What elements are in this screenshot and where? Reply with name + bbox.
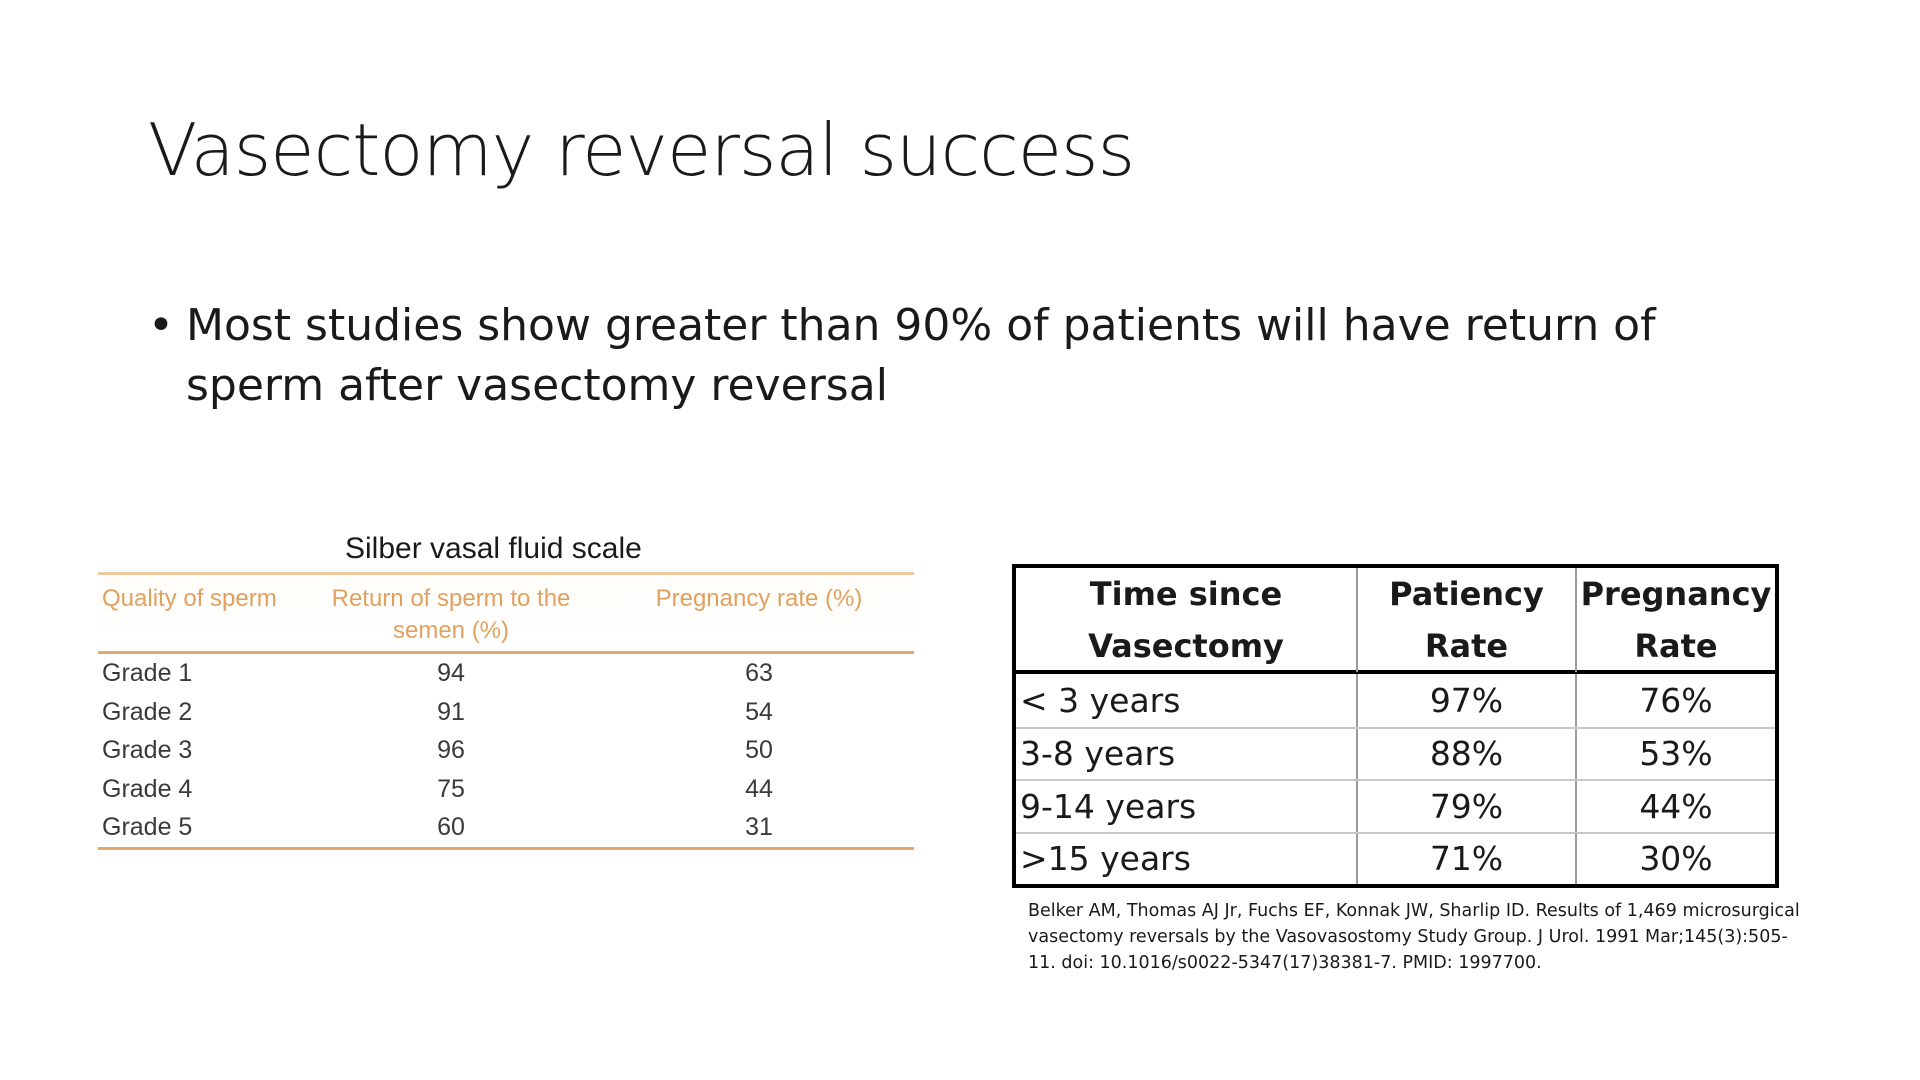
belker-table-row: < 3 years 97% 76%	[1016, 674, 1775, 727]
silber-table-row: Grade 5 60 31	[98, 808, 914, 847]
belker-table-row: 9-14 years 79% 44%	[1016, 779, 1775, 832]
silber-table-row: Grade 4 75 44	[98, 770, 914, 809]
silber-cell: 94	[437, 659, 465, 687]
bullet-symbol: •	[148, 300, 174, 351]
belker-header-cell: Time since Vasectomy	[1088, 575, 1284, 665]
silber-cell: Grade 4	[102, 774, 193, 803]
silber-table-caption: Silber vasal fluid scale	[345, 532, 642, 565]
silber-header-cell: Quality of sperm	[102, 585, 277, 612]
belker-cell: 30%	[1575, 833, 1775, 884]
belker-cell: 71%	[1356, 833, 1575, 884]
silber-table-row: Grade 3 96 50	[98, 731, 914, 770]
citation-text: Belker AM, Thomas AJ Jr, Fuchs EF, Konna…	[1028, 901, 1800, 973]
silber-cell: 75	[437, 774, 465, 803]
slide-title: Vasectomy reversal success	[148, 108, 1135, 192]
silber-table-row: Grade 1 94 63	[98, 654, 914, 693]
silber-table-header: Quality of sperm Return of sperm to the …	[98, 575, 914, 654]
belker-cell: 53%	[1575, 728, 1775, 779]
silber-cell: 60	[437, 813, 465, 841]
silber-cell: 31	[745, 813, 773, 841]
bullet-text: Most studies show greater than 90% of pa…	[186, 300, 1656, 411]
belker-cell: < 3 years	[1020, 680, 1181, 720]
silber-cell: Grade 3	[102, 736, 193, 764]
belker-cell: 9-14 years	[1020, 786, 1197, 826]
belker-cell: >15 years	[1020, 839, 1191, 879]
belker-cell: 76%	[1575, 674, 1775, 727]
silber-header-cell: Pregnancy rate (%)	[655, 585, 863, 612]
belker-cell: 3-8 years	[1020, 734, 1176, 774]
silber-header-cell: Return of sperm to the semen (%)	[331, 585, 571, 644]
belker-header-cell: Patiency Rate	[1356, 568, 1575, 672]
silber-cell: 63	[745, 659, 773, 687]
silber-table-row: Grade 2 91 54	[98, 693, 914, 732]
bullet-point: • Most studies show greater than 90% of …	[148, 296, 1788, 416]
belker-cell: 44%	[1575, 781, 1775, 832]
silber-cell: 54	[745, 697, 773, 726]
silber-cell: Grade 2	[102, 697, 193, 726]
belker-table-header: Time since Vasectomy Patiency Rate Pregn…	[1016, 568, 1775, 674]
silber-cell: 91	[437, 697, 465, 726]
silber-cell: 44	[745, 774, 773, 803]
silber-table: Quality of sperm Return of sperm to the …	[98, 572, 914, 850]
silber-cell: Grade 1	[102, 659, 193, 687]
belker-cell: 97%	[1356, 674, 1575, 727]
silber-cell: 50	[745, 736, 773, 764]
belker-cell: 79%	[1356, 781, 1575, 832]
belker-table-row: >15 years 71% 30%	[1016, 831, 1775, 884]
belker-table: Time since Vasectomy Patiency Rate Pregn…	[1012, 564, 1779, 888]
belker-cell: 88%	[1356, 728, 1575, 779]
silber-cell: 96	[437, 736, 465, 764]
belker-header-cell: Pregnancy Rate	[1575, 568, 1775, 672]
belker-table-row: 3-8 years 88% 53%	[1016, 726, 1775, 779]
silber-cell: Grade 5	[102, 813, 193, 841]
